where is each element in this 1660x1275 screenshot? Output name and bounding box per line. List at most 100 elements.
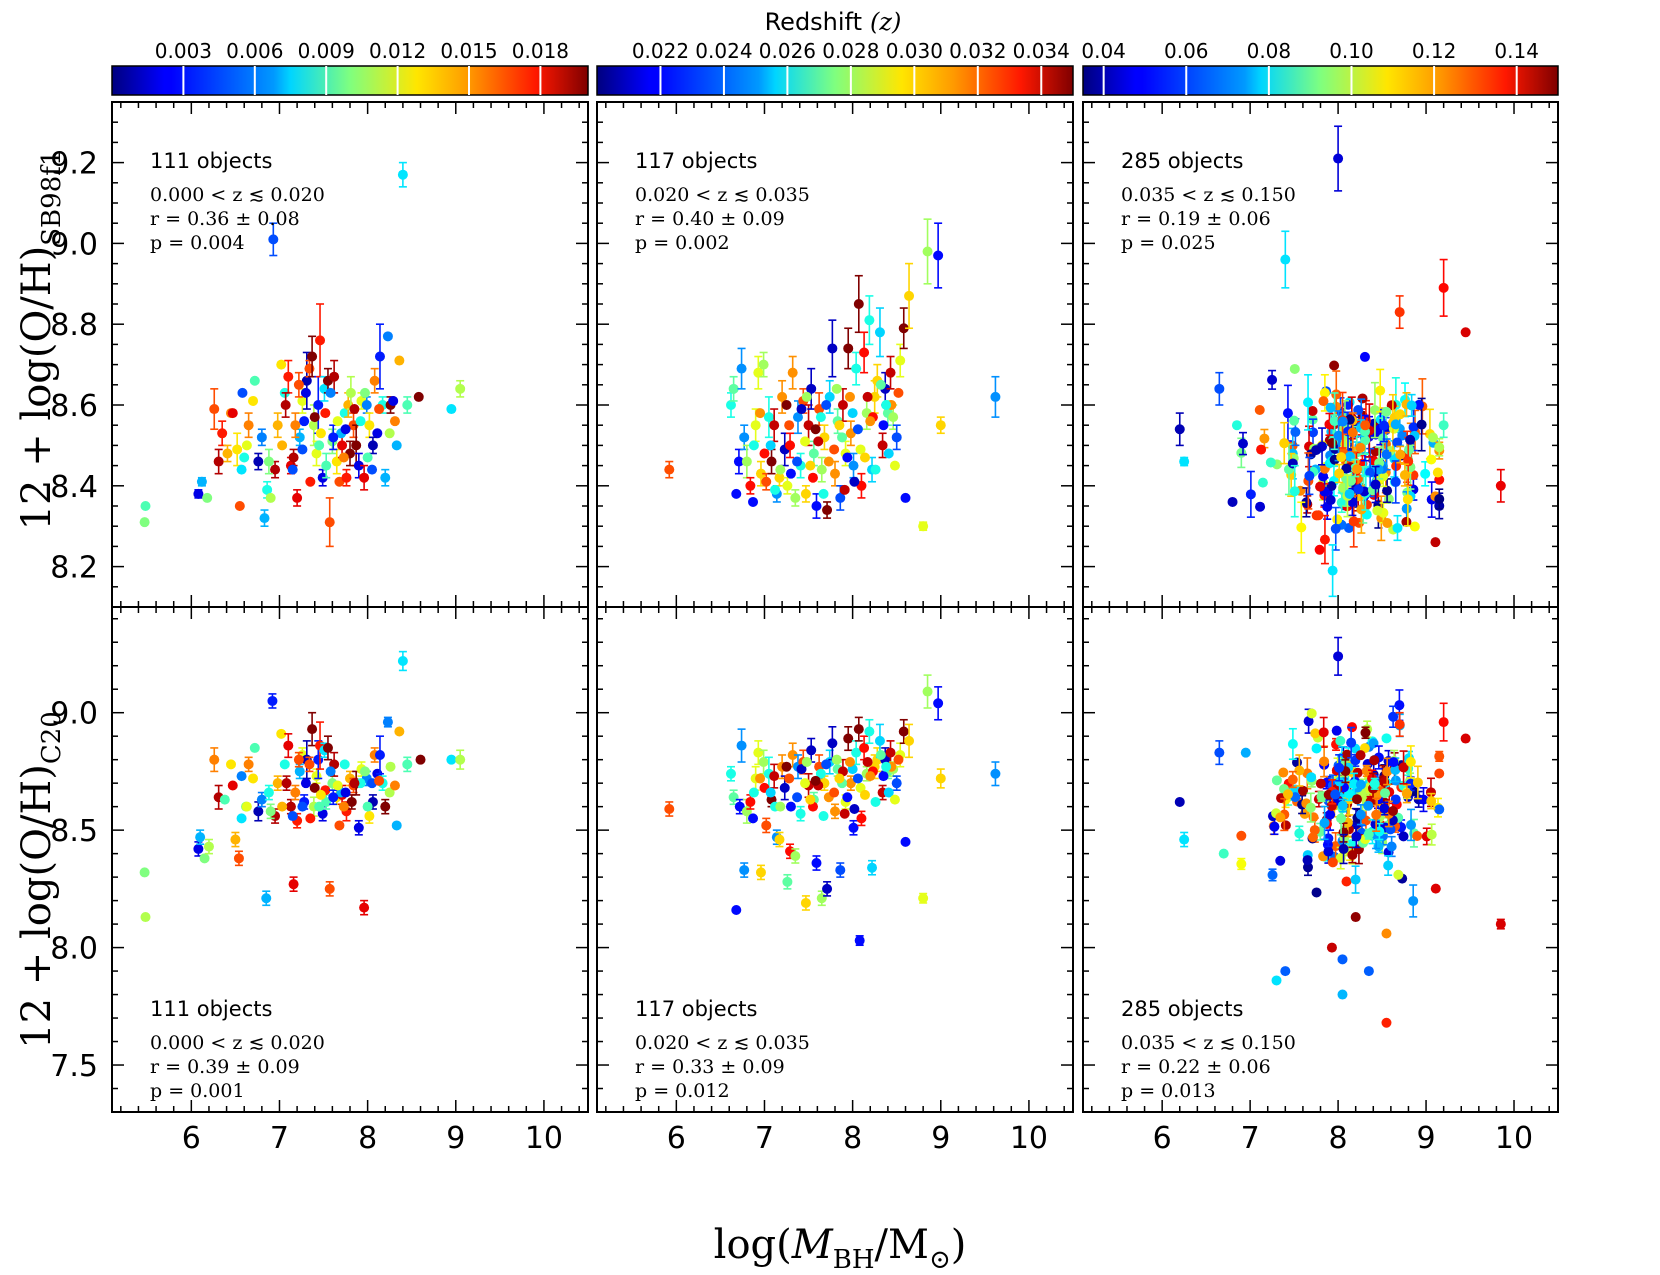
data-point — [1380, 788, 1391, 799]
data-point — [1329, 360, 1340, 371]
data-point — [391, 820, 402, 831]
data-point — [1267, 374, 1278, 385]
data-point — [748, 813, 759, 824]
data-point — [785, 440, 796, 451]
data-point — [831, 383, 842, 394]
data-point — [827, 738, 838, 749]
data-point — [294, 432, 305, 443]
data-point — [367, 440, 378, 451]
data-point — [900, 492, 911, 503]
data-point — [1334, 762, 1345, 773]
data-point — [1337, 800, 1348, 811]
data-point — [313, 400, 324, 410]
data-point — [1344, 488, 1355, 499]
y-tick-label: 8.8 — [50, 308, 98, 343]
data-point — [1390, 794, 1401, 805]
data-point — [1386, 841, 1397, 852]
data-point — [325, 387, 336, 398]
data-point — [1214, 383, 1225, 394]
data-point — [1359, 351, 1370, 362]
data-point — [1394, 307, 1405, 318]
panel-frame — [1082, 101, 1559, 608]
data-point — [990, 391, 1001, 402]
data-point — [1275, 855, 1286, 866]
data-point — [288, 452, 299, 463]
data-point — [790, 492, 801, 503]
data-point — [314, 440, 325, 451]
data-point — [758, 359, 769, 370]
data-point — [845, 778, 856, 789]
data-point — [800, 436, 811, 447]
data-point — [759, 448, 770, 459]
data-point — [334, 820, 345, 831]
data-point — [830, 468, 840, 479]
data-point — [1392, 437, 1403, 448]
data-point — [276, 728, 287, 739]
data-point — [1311, 445, 1322, 456]
data-point — [1330, 523, 1341, 534]
data-point — [1401, 503, 1412, 514]
data-point — [784, 420, 795, 431]
data-point — [821, 759, 832, 770]
colorbar-1: 0.003 0.006 0.009 0.012 0.015 0.018 — [111, 39, 589, 96]
data-point — [816, 893, 827, 904]
data-point — [311, 771, 322, 782]
data-point — [775, 464, 786, 475]
data-point — [867, 862, 878, 873]
data-point — [353, 460, 364, 471]
data-point — [1355, 750, 1366, 761]
data-point — [234, 501, 245, 511]
colorbar-3: 0.04 0.06 0.08 0.10 0.12 0.14 — [1081, 39, 1559, 96]
y-axis-label-top: 12 + log(O/H)SB98f1 — [14, 150, 67, 531]
data-point — [1313, 510, 1324, 521]
data-point — [725, 768, 736, 779]
data-point — [283, 740, 294, 751]
z-range: 0.000 < z ≲ 0.020 — [150, 184, 325, 206]
data-point — [870, 796, 881, 807]
data-point — [1371, 809, 1382, 820]
x-tick-label: 7 — [270, 1121, 289, 1156]
data-point — [1330, 789, 1341, 800]
scatter-points — [1174, 125, 1506, 598]
data-point — [1387, 805, 1398, 816]
data-point — [1326, 481, 1337, 492]
data-point — [339, 759, 350, 770]
data-point — [843, 343, 854, 354]
data-point — [209, 754, 220, 765]
data-point — [1395, 449, 1406, 460]
data-point — [736, 363, 747, 374]
data-point — [349, 404, 360, 415]
data-point — [1294, 765, 1305, 776]
data-point — [731, 488, 742, 499]
data-point — [1370, 479, 1381, 490]
data-point — [1401, 788, 1412, 799]
data-point — [1382, 518, 1393, 529]
data-point — [822, 505, 833, 516]
data-point — [1323, 833, 1334, 844]
data-point — [1289, 415, 1300, 426]
colorbar-tick-label: 0.10 — [1329, 39, 1374, 63]
data-point — [933, 698, 944, 709]
data-point — [1495, 919, 1506, 930]
p-value: p = 0.012 — [635, 1080, 730, 1102]
scatter-points — [664, 218, 1001, 532]
data-point — [1460, 733, 1471, 744]
data-point — [1280, 820, 1291, 831]
data-point — [855, 444, 866, 455]
data-point — [885, 367, 896, 378]
data-point — [851, 363, 862, 374]
data-point — [1315, 778, 1326, 789]
data-point — [1236, 858, 1247, 869]
data-point — [380, 801, 391, 812]
data-point — [1327, 857, 1338, 868]
data-point — [1438, 282, 1449, 293]
data-point — [248, 395, 259, 406]
data-point — [297, 395, 308, 406]
data-point — [728, 383, 739, 394]
data-point — [139, 867, 150, 878]
data-point — [1298, 785, 1309, 796]
data-point — [1347, 849, 1358, 860]
data-point — [822, 883, 833, 894]
data-point — [332, 416, 343, 427]
data-point — [263, 456, 274, 467]
